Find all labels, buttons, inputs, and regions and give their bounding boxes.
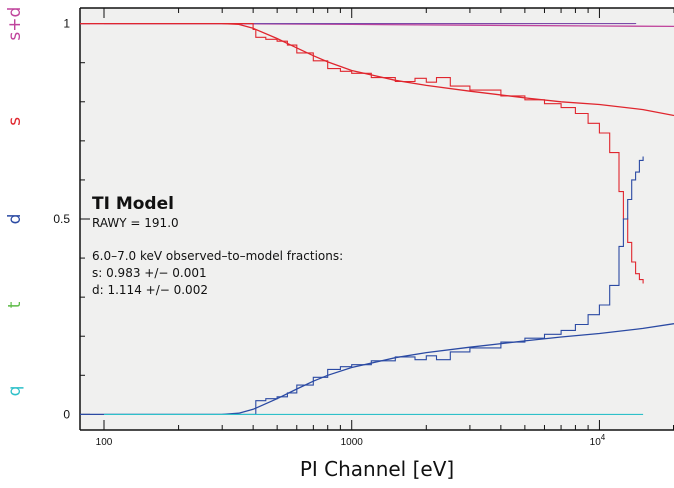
annotation-line-5: d: 1.114 +/− 0.002 [92,283,208,297]
series-line-3 [222,23,644,284]
series-line-2 [80,22,674,117]
side-label-sd: s+d [5,7,25,41]
x-tick-label: 104 [590,433,606,448]
annotation-line-4: s: 0.983 +/− 0.001 [92,266,207,280]
side-label-s: s [5,117,25,126]
x-tick-label: 100 [96,437,113,448]
series-group [80,22,674,416]
series-line-5 [222,156,644,415]
axis-labels: 100 1000 104 0 0.5 1 s+d s d t q [5,7,606,448]
plot-area [80,8,674,430]
axis-ticks [80,8,674,430]
annotation-line-1: RAWY = 191.0 [92,216,179,230]
side-label-d: d [5,214,25,225]
x-tick-label: 1000 [341,437,364,448]
y-tick-label: 0.5 [53,212,70,226]
annotation-line-3: 6.0–7.0 keV observed–to–model fractions: [92,249,343,263]
y-tick-label: 1 [63,17,70,31]
series-line-4 [80,323,674,416]
side-label-q: q [5,386,25,397]
annotation-block: TI Model RAWY = 191.0 6.0–7.0 keV observ… [92,194,343,297]
x-axis-title: PI Channel [eV] [300,457,454,481]
annotation-title: TI Model [92,194,174,214]
side-label-t: t [5,301,25,308]
y-tick-label: 0 [63,407,70,421]
